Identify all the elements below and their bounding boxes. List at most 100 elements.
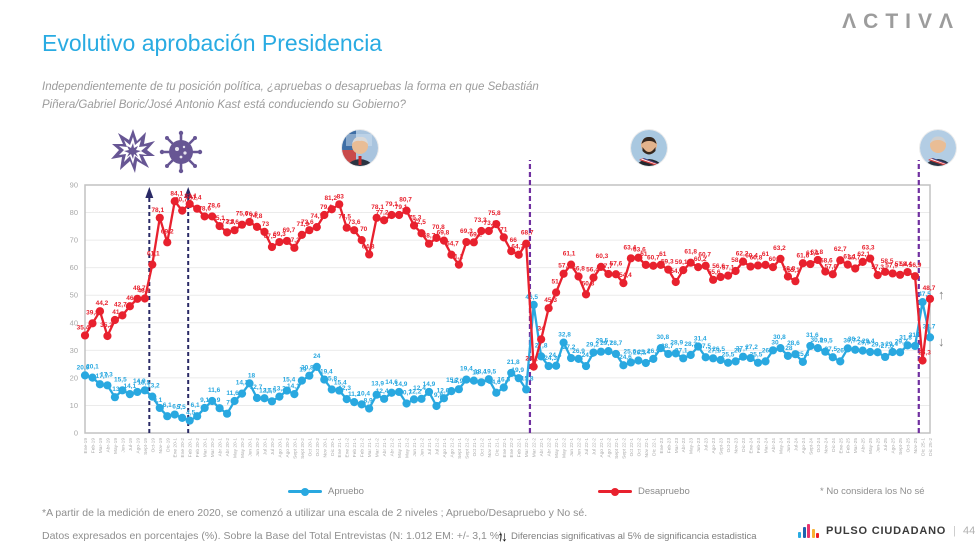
svg-text:Nov 22-1: Nov 22-1 (644, 438, 650, 458)
apruebo-point (858, 346, 867, 355)
virus-icon (158, 129, 204, 180)
approval-chart: 0 10 20 30 40 50 60 70 80 90 Ene-19 Feb-19 Mar-19 Abr… (0, 140, 978, 480)
svg-text:13: 13 (112, 386, 120, 393)
svg-text:Sept 22-1: Sept 22-1 (614, 438, 620, 459)
svg-text:59,3: 59,3 (661, 259, 674, 266)
svg-text:Abr-23: Abr-23 (681, 438, 687, 453)
svg-text:14,1: 14,1 (287, 383, 300, 390)
desapruebo-point (185, 199, 194, 209)
apruebo-point (125, 390, 134, 399)
apruebo-point (342, 395, 351, 404)
svg-text:62,7: 62,7 (834, 246, 847, 253)
svg-text:Jun 22-2: Jun 22-2 (577, 438, 583, 457)
desapruebo-point (649, 261, 658, 270)
apruebo-point (230, 396, 239, 406)
svg-text:8,9: 8,9 (364, 397, 373, 404)
svg-text:15,9: 15,9 (451, 378, 464, 385)
desapruebo-point (836, 256, 845, 265)
apruebo-point (776, 344, 785, 353)
svg-text:Mar 20-1: Mar 20-1 (203, 438, 209, 458)
svg-text:12,3: 12,3 (338, 385, 351, 392)
svg-text:26: 26 (762, 347, 770, 354)
desapruebo-point (596, 262, 606, 271)
svg-text:27,2: 27,2 (745, 344, 758, 351)
svg-text:May 21-1: May 21-1 (397, 438, 403, 458)
x-axis-labels: Ene-19 Feb-19 Mar-19 Abr-19 May-19 Jun-19 Jul-… (83, 438, 934, 459)
svg-text:Mar-19: Mar-19 (98, 438, 104, 454)
desapruebo-point (200, 212, 209, 221)
svg-text:Oct 22-2: Oct 22-2 (636, 438, 642, 457)
apruebo-point (731, 357, 740, 366)
apruebo-point (409, 395, 419, 404)
desapruebo-point (581, 290, 591, 299)
svg-text:27,7: 27,7 (736, 346, 749, 353)
svg-text:31,6: 31,6 (806, 332, 819, 339)
svg-text:Oct-23: Oct-23 (726, 438, 732, 453)
desapruebo-point (380, 216, 389, 225)
svg-text:24,3: 24,3 (582, 352, 595, 359)
apruebo-point (522, 385, 531, 394)
svg-text:78,1: 78,1 (371, 204, 384, 211)
svg-text:Oct-19: Oct-19 (150, 438, 156, 453)
apruebo-point (118, 386, 127, 395)
svg-text:75,8: 75,8 (488, 210, 501, 217)
svg-text:9,8: 9,8 (434, 392, 443, 399)
apruebo-point (305, 371, 314, 380)
desapruebo-point (828, 270, 837, 279)
svg-text:14,3: 14,3 (236, 380, 249, 387)
svg-text:90: 90 (70, 181, 78, 190)
svg-text:12,2: 12,2 (409, 388, 422, 395)
desapruebo-point (514, 250, 523, 259)
svg-text:34,7: 34,7 (923, 323, 936, 330)
desapruebo-point (424, 239, 434, 248)
svg-text:10,7: 10,7 (399, 390, 412, 397)
svg-text:Sept 21-2: Sept 21-2 (464, 438, 470, 459)
desapruebo-point (611, 270, 621, 279)
svg-text:57,3: 57,3 (871, 264, 884, 271)
svg-text:73,3: 73,3 (483, 220, 496, 227)
desapruebo-point (103, 331, 112, 341)
svg-text:12,4: 12,4 (376, 388, 389, 395)
svg-text:Nov 20-1: Nov 20-1 (322, 438, 328, 458)
svg-text:69,3: 69,3 (273, 231, 286, 238)
svg-text:Ene 20-2: Ene 20-2 (180, 438, 186, 458)
burst-icon (110, 128, 156, 179)
svg-text:17,7: 17,7 (96, 373, 109, 380)
apruebo-point (185, 416, 194, 425)
svg-text:70: 70 (360, 226, 368, 233)
desapruebo-point (574, 272, 583, 281)
svg-text:69,2: 69,2 (161, 228, 174, 235)
svg-text:20: 20 (70, 373, 78, 382)
svg-text:32,8: 32,8 (558, 332, 571, 339)
svg-text:Mar 21-1: Mar 21-1 (367, 438, 373, 458)
desapruebo-point (394, 210, 404, 220)
desapruebo-point (671, 277, 680, 287)
svg-text:62,8: 62,8 (811, 249, 824, 256)
svg-text:Feb-23: Feb-23 (666, 438, 672, 454)
svg-text:11,6: 11,6 (226, 390, 239, 397)
apruebo-point (828, 353, 837, 362)
svg-text:57,8: 57,8 (558, 263, 571, 270)
svg-text:14,1: 14,1 (124, 383, 137, 390)
svg-text:Sept-24: Sept-24 (808, 438, 814, 455)
svg-text:71,9: 71,9 (297, 221, 310, 228)
apruebo-point (260, 394, 269, 403)
svg-text:Mar 21-2: Mar 21-2 (375, 438, 381, 458)
svg-text:May 21-2: May 21-2 (405, 438, 411, 458)
svg-text:Mar-23: Mar-23 (674, 438, 680, 454)
apruebo-point (140, 386, 149, 395)
svg-text:16,5: 16,5 (497, 377, 510, 384)
apruebo-point (589, 348, 598, 357)
desapruebo-point (372, 213, 381, 222)
apruebo-point (746, 353, 755, 363)
svg-text:Dic 25-1: Dic 25-1 (921, 438, 927, 456)
svg-text:24,4: 24,4 (549, 352, 562, 359)
desapruebo-point (709, 275, 718, 284)
svg-text:Abr 22-1: Abr 22-1 (539, 438, 545, 457)
svg-text:51: 51 (551, 278, 559, 285)
svg-text:20,8: 20,8 (301, 365, 314, 372)
apruebo-point (95, 380, 105, 389)
desapruebo-point (522, 239, 531, 248)
apruebo-point (133, 387, 142, 397)
svg-text:31,4: 31,4 (694, 335, 707, 342)
